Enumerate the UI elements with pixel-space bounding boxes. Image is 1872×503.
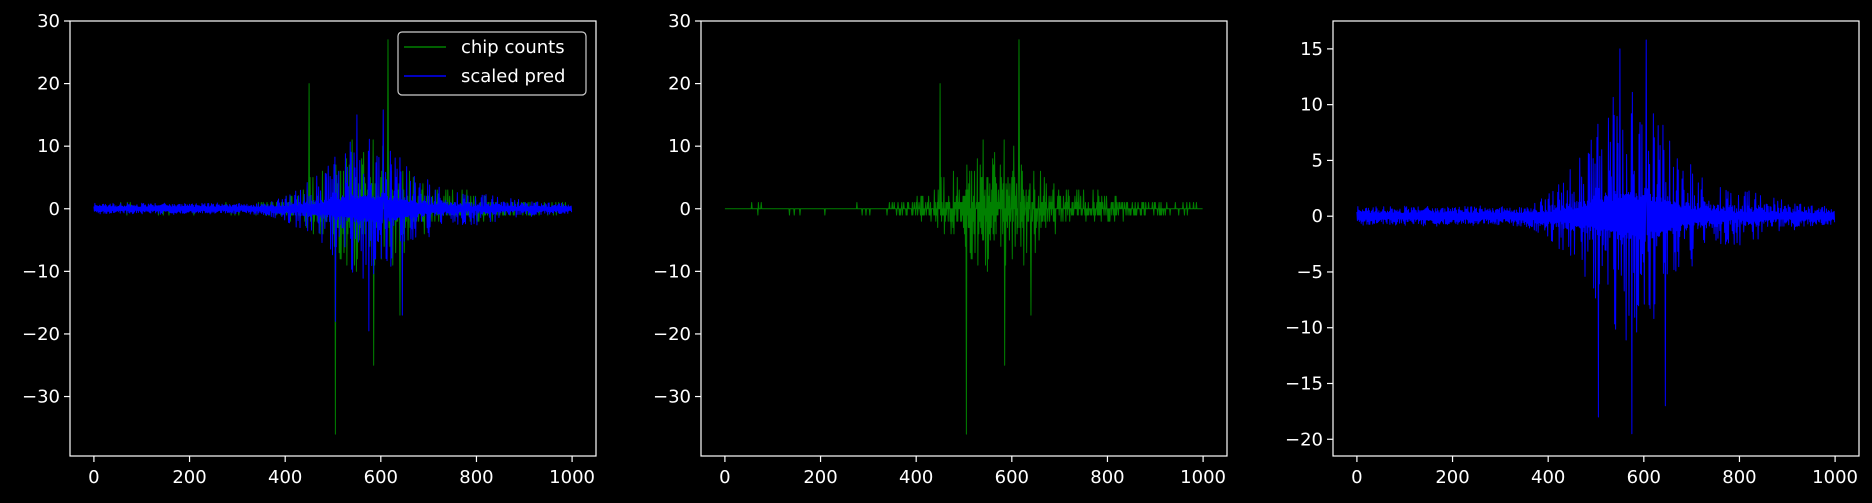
y-tick-label: 30 <box>37 11 60 32</box>
y-tick-label: 0 <box>49 199 60 220</box>
y-tick-label: 5 <box>1312 150 1323 171</box>
y-tick-label: 10 <box>1300 95 1323 116</box>
y-tick-label: −10 <box>653 261 691 282</box>
x-tick-label: 200 <box>1435 467 1469 488</box>
plot-frame <box>1332 20 1860 457</box>
x-tick-label: 400 <box>268 467 302 488</box>
x-tick-label: 200 <box>803 467 837 488</box>
y-tick-label: 10 <box>668 136 691 157</box>
series-line-scaled-pred <box>1356 39 1836 435</box>
x-tick-label: 800 <box>1722 467 1756 488</box>
x-tick-label: 400 <box>899 467 933 488</box>
x-tick-label: 0 <box>719 467 730 488</box>
middle-chart-chip-counts: 0 200 400 600 800 1000 −30 −20 −10 0 10 20 30 <box>653 11 1228 488</box>
x-tick-label: 0 <box>88 467 99 488</box>
x-tick-label: 600 <box>995 467 1029 488</box>
y-tick-label: −10 <box>22 261 60 282</box>
y-tick-label: −30 <box>22 387 60 408</box>
y-tick-label: 20 <box>37 74 60 95</box>
plot-frame <box>69 20 597 457</box>
y-tick-label: −30 <box>653 387 691 408</box>
left-chart-overlay: 0 200 400 600 800 1000 −30 −20 −10 0 10 20 30 <box>22 11 597 488</box>
y-tick-label: −15 <box>1285 374 1323 395</box>
series-line-scaled-pred <box>93 109 573 332</box>
y-tick-label: −10 <box>1285 318 1323 339</box>
y-tick-label: −20 <box>1285 429 1323 450</box>
y-tick-label: 0 <box>680 199 691 220</box>
x-tick-label: 1000 <box>1812 467 1858 488</box>
series-line-chip-counts <box>724 39 1203 435</box>
y-tick-label: −20 <box>653 324 691 345</box>
x-tick-label: 800 <box>1090 467 1124 488</box>
y-tick-label: 15 <box>1300 39 1323 60</box>
x-tick-label: 600 <box>1627 467 1661 488</box>
chart-legend: chip counts scaled pred <box>397 31 587 96</box>
y-tick-label: 10 <box>37 136 60 157</box>
x-tick-label: 0 <box>1351 467 1362 488</box>
x-tick-label: 400 <box>1531 467 1565 488</box>
x-tick-label: 200 <box>172 467 206 488</box>
plot-frame <box>700 20 1228 457</box>
x-tick-label: 1000 <box>549 467 595 488</box>
x-tick-label: 800 <box>459 467 493 488</box>
y-tick-label: −5 <box>1296 262 1323 283</box>
legend-label-scaled-pred: scaled pred <box>461 66 565 87</box>
right-chart-scaled-pred: 0 200 400 600 800 1000 −20 −15 −10 −5 0 5 10 15 <box>1285 20 1860 488</box>
y-tick-label: 0 <box>1312 206 1323 227</box>
legend-label-chip-counts: chip counts <box>461 37 565 58</box>
x-tick-label: 600 <box>364 467 398 488</box>
x-tick-label: 1000 <box>1180 467 1226 488</box>
y-tick-label: 30 <box>668 11 691 32</box>
y-tick-label: 20 <box>668 74 691 95</box>
y-tick-label: −20 <box>22 324 60 345</box>
